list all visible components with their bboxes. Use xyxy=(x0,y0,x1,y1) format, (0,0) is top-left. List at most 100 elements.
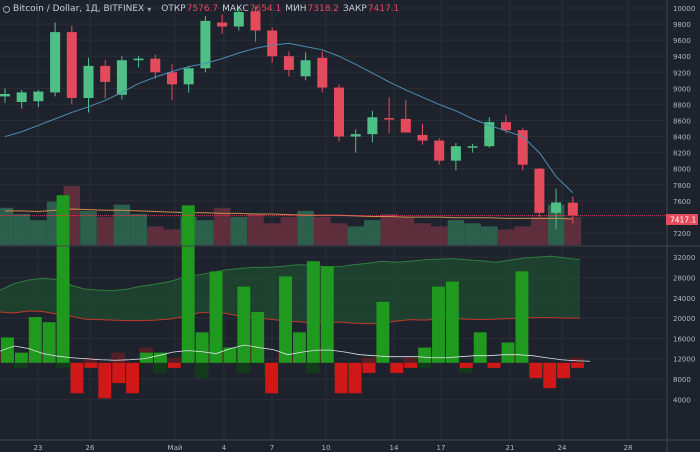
candle-body xyxy=(283,56,294,70)
volume-bar xyxy=(464,223,481,245)
low-value: 7318.2 xyxy=(307,4,340,14)
ma-line-group xyxy=(4,42,574,194)
oscillator-bar xyxy=(571,362,584,368)
symbol-title: Bitcoin / Dollar, 1Д, BITFINEX xyxy=(13,4,145,14)
volume-bar xyxy=(96,217,114,245)
band-upper-line xyxy=(0,255,581,292)
oscillator-bar xyxy=(459,362,473,368)
high-value: 7654.1 xyxy=(249,4,282,14)
oscillator-shadow-bar xyxy=(361,357,376,363)
oscillator-bar xyxy=(28,317,42,363)
y-tick-label: 9200 xyxy=(673,69,691,77)
volume-bar xyxy=(481,226,498,245)
candle-body xyxy=(217,22,228,27)
candle-body xyxy=(100,65,111,82)
oscillator-bar xyxy=(529,362,543,379)
volume-bar xyxy=(230,217,248,245)
candle-body xyxy=(334,87,344,137)
y-tick-label: 8000 xyxy=(673,166,691,174)
x-tick-label: 23 xyxy=(34,444,43,452)
oscillator-bar xyxy=(390,362,404,373)
y-tick-label: 8800 xyxy=(673,101,691,109)
volume-bar xyxy=(263,223,281,245)
low-label: МИН xyxy=(285,4,307,14)
y-tick-label: 9800 xyxy=(673,21,691,29)
candle-body xyxy=(400,118,411,133)
volume-bar xyxy=(13,214,30,245)
oscillator-bar xyxy=(334,362,348,394)
y-tick-label: 8200 xyxy=(673,150,691,158)
candle-body xyxy=(0,93,10,97)
oscillator-bar xyxy=(195,332,209,363)
volume-bar xyxy=(430,226,448,245)
oscillator-shadow-bar xyxy=(166,357,181,363)
y-tick-label-osc: 12000 xyxy=(673,356,695,364)
volume-bar xyxy=(213,207,231,245)
oscillator-bar xyxy=(279,276,292,363)
y-tick-label: 7800 xyxy=(673,182,691,190)
candle-body xyxy=(467,146,478,148)
oscillator-bar xyxy=(140,352,153,363)
candle-body xyxy=(417,134,428,141)
candle-body xyxy=(450,146,461,161)
oscillator-bar xyxy=(362,362,376,373)
oscillator-bar xyxy=(418,347,432,363)
close-label: ЗАКР xyxy=(343,4,367,14)
x-tick-labels: 23 26 Май 4 7 10 14 17 21 24 28 xyxy=(34,444,633,452)
volume-bar xyxy=(364,220,381,245)
status-dot-icon xyxy=(3,5,10,13)
oscillator-bar xyxy=(376,301,390,363)
x-tick-label: Май xyxy=(168,444,183,452)
candle-body xyxy=(50,32,61,93)
oscillator-bar xyxy=(293,332,306,363)
candle-body xyxy=(167,72,177,85)
ohlc-readout: ОТКР 7576.7 МАКС 7654.1 МИН 7318.2 ЗАКР … xyxy=(157,4,399,14)
oscillator-shadow-bar xyxy=(111,352,126,363)
oscillator-bar xyxy=(557,362,571,379)
x-tick-label: 21 xyxy=(506,444,515,452)
oscillator-shadow-bar xyxy=(236,362,251,373)
volume-bar xyxy=(80,210,97,245)
oscillator-bar xyxy=(126,362,140,394)
candle-body xyxy=(501,122,511,131)
oscillator-bar xyxy=(265,362,279,394)
candle-body xyxy=(384,118,395,120)
candles xyxy=(0,6,578,229)
volume-bar xyxy=(163,229,181,245)
x-tick-label: 4 xyxy=(222,444,227,452)
oscillator-bar xyxy=(404,362,418,368)
candle-body xyxy=(233,12,244,27)
volume-bar xyxy=(447,220,465,245)
oscillator-bar xyxy=(543,362,557,389)
oscillator-bar xyxy=(1,337,14,363)
y-tick-label: 8400 xyxy=(673,134,691,142)
oscillator-shadow-bar xyxy=(570,357,584,363)
oscillator-shadow-bar xyxy=(305,362,320,373)
x-tick-label: 28 xyxy=(624,444,633,452)
y-tick-label-osc: 4000 xyxy=(673,396,691,404)
oscillator-shadow-bar xyxy=(417,362,432,368)
y-tick-label-osc: 28000 xyxy=(673,274,695,282)
oscillator-bar xyxy=(56,195,70,363)
volume-bar xyxy=(414,223,431,245)
close-value: 7417.1 xyxy=(367,4,400,14)
y-tick-label-osc: 24000 xyxy=(673,295,695,303)
chevron-down-icon[interactable]: ▾ xyxy=(147,4,152,14)
volume-bar xyxy=(113,204,131,245)
candle-body xyxy=(534,168,545,213)
oscillator-bar xyxy=(473,332,487,363)
oscillator-bar xyxy=(167,362,181,368)
volume-bar xyxy=(514,226,531,245)
symbol-selector[interactable]: Bitcoin / Dollar, 1Д, BITFINEX ▾ xyxy=(0,4,151,14)
oscillator-bar xyxy=(209,271,223,363)
y-tick-label: 10000 xyxy=(673,5,695,13)
y-tick-label: 9400 xyxy=(673,53,691,61)
y-tick-label-osc: 16000 xyxy=(673,335,695,343)
candle-body xyxy=(150,58,161,73)
x-tick-label: 14 xyxy=(390,444,399,452)
candle-body xyxy=(551,202,562,213)
y-tick-label: 8600 xyxy=(673,117,691,125)
chart-header: Bitcoin / Dollar, 1Д, BITFINEX ▾ ОТКР 75… xyxy=(0,0,399,18)
oscillator-bar xyxy=(14,352,28,363)
